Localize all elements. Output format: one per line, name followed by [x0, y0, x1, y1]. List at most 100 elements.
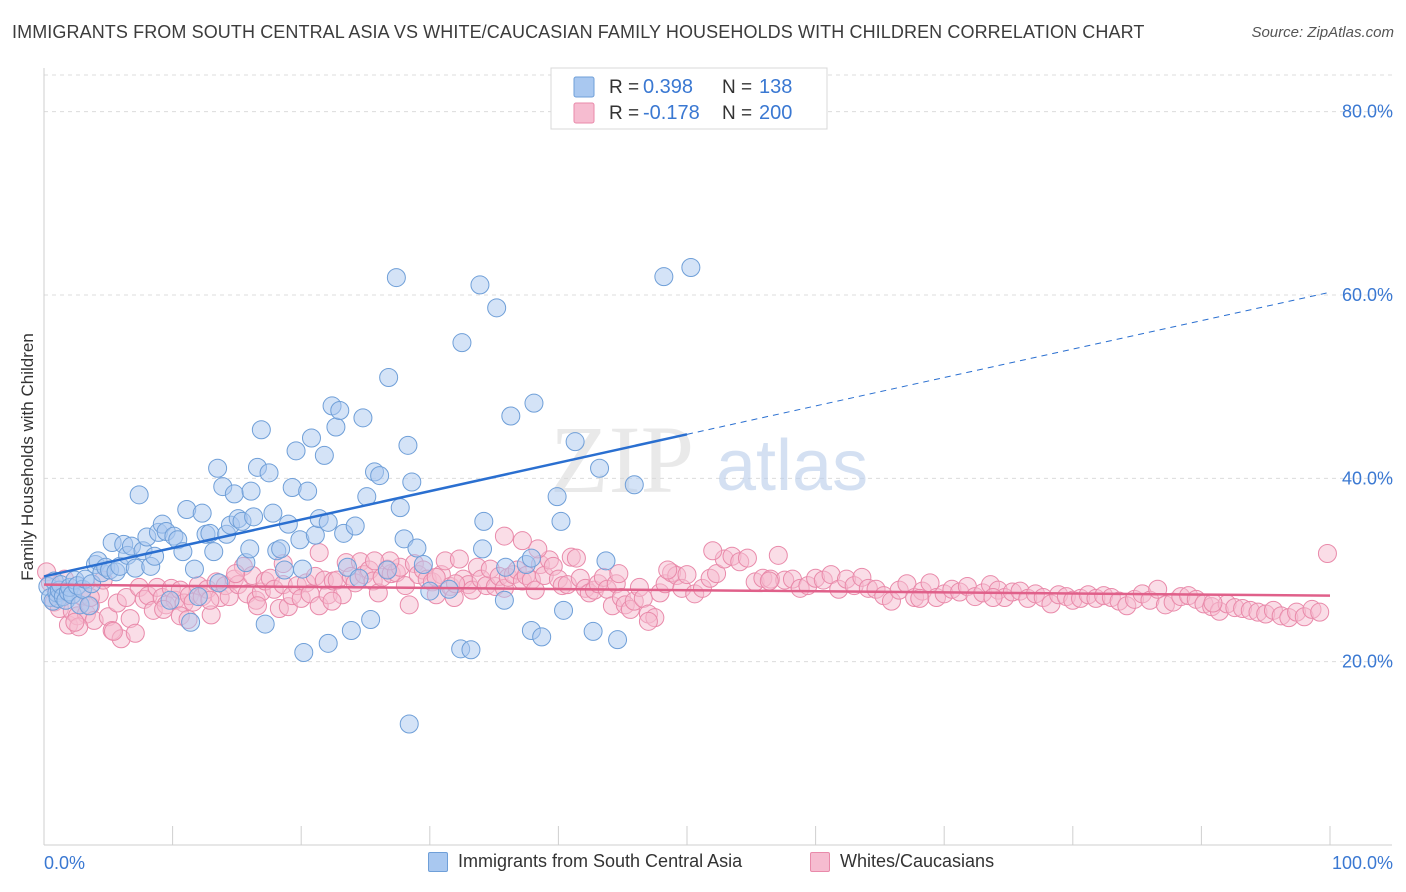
data-point-whites	[1310, 602, 1330, 622]
data-point-immigrants	[370, 466, 390, 486]
legend-frame	[550, 67, 828, 130]
data-point-immigrants	[379, 368, 399, 387]
data-point-immigrants	[271, 539, 291, 559]
data-point-immigrants	[473, 539, 493, 559]
data-point-immigrants	[496, 557, 516, 577]
data-point-immigrants	[298, 481, 318, 501]
trend-lines	[43, 291, 1331, 597]
data-point-immigrants	[398, 435, 418, 455]
legend-item-immigrants: Immigrants from South Central Asia	[428, 851, 742, 872]
data-point-immigrants	[318, 633, 338, 653]
data-point-immigrants	[452, 333, 472, 353]
data-point-immigrants	[274, 560, 294, 580]
legend-r-label: R =	[609, 77, 639, 98]
data-point-whites	[494, 526, 514, 546]
tick-labels: 20.0% 40.0% 60.0% 80.0% 0.0% 100.0%	[44, 102, 1393, 873]
trend-line-whites	[43, 583, 1331, 597]
data-point-immigrants	[521, 548, 541, 568]
data-point-immigrants	[259, 463, 279, 483]
data-point-whites	[703, 541, 723, 561]
data-point-immigrants	[590, 458, 610, 478]
data-point-immigrants	[413, 555, 433, 574]
data-point-immigrants	[624, 475, 644, 495]
bottom-legend: Immigrants from South Central Asia White…	[0, 851, 1406, 877]
axes	[43, 68, 1392, 846]
data-point-whites	[125, 623, 145, 643]
data-point-whites	[1203, 593, 1223, 613]
data-point-immigrants	[474, 511, 494, 531]
data-point-immigrants	[160, 590, 180, 610]
data-point-immigrants	[390, 498, 410, 518]
data-point-immigrants	[551, 511, 571, 531]
data-point-immigrants	[292, 559, 312, 579]
data-point-immigrants	[349, 568, 369, 588]
legend-label-whites: Whites/Caucasians	[840, 851, 995, 871]
data-point-immigrants	[583, 621, 603, 641]
y-tick-label: 60.0%	[1342, 285, 1393, 305]
legend-swatch	[573, 102, 595, 124]
data-point-whites	[449, 549, 469, 569]
legend-r-value: -0.178	[643, 102, 700, 124]
data-point-whites	[707, 564, 727, 584]
data-point-immigrants	[353, 408, 373, 428]
data-point-immigrants	[565, 432, 585, 452]
data-point-immigrants	[129, 485, 149, 505]
x-tick-label-max: 100.0%	[1332, 853, 1393, 873]
trend-line-immigrants-extension	[686, 291, 1331, 435]
data-point-immigrants	[181, 612, 201, 632]
data-point-whites	[103, 621, 123, 641]
data-point-whites	[759, 571, 779, 591]
legend-n-value: 200	[759, 102, 792, 124]
data-point-immigrants	[681, 258, 701, 277]
legend-r-label: R =	[609, 103, 639, 124]
legend-n-value: 138	[759, 76, 792, 98]
data-point-whites	[983, 588, 1003, 607]
data-point-immigrants	[494, 590, 514, 610]
data-point-immigrants	[394, 529, 414, 549]
watermark-atlas: atlas	[716, 426, 868, 506]
trend-line-immigrants	[43, 433, 688, 578]
data-point-immigrants	[345, 516, 365, 536]
data-point-immigrants	[608, 630, 628, 650]
data-point-immigrants	[314, 445, 334, 465]
data-point-whites	[658, 560, 678, 580]
data-point-immigrants	[532, 627, 552, 647]
data-point-immigrants	[177, 500, 197, 519]
data-point-immigrants	[263, 503, 283, 523]
data-point-immigrants	[286, 441, 306, 461]
y-tick-label: 80.0%	[1342, 102, 1393, 122]
data-point-immigrants	[470, 275, 490, 295]
data-point-immigrants	[330, 401, 350, 420]
data-point-immigrants	[407, 538, 427, 558]
legend-n-label: N =	[722, 77, 752, 98]
data-point-immigrants	[341, 621, 361, 640]
data-point-immigrants	[461, 640, 481, 660]
data-point-immigrants	[501, 406, 521, 426]
legend-swatch-pink	[810, 851, 830, 872]
legend-box: R = 0.398 N = 138 R = -0.178 N = 200	[550, 67, 828, 130]
data-point-immigrants	[204, 542, 224, 562]
data-point-whites	[65, 612, 85, 632]
data-point-immigrants	[255, 614, 275, 634]
data-point-immigrants	[188, 587, 208, 607]
data-point-whites	[677, 565, 697, 585]
data-point-immigrants	[402, 472, 422, 492]
data-point-immigrants	[487, 298, 507, 318]
data-point-immigrants	[361, 610, 381, 629]
legend-r-value: 0.398	[643, 76, 693, 98]
data-point-immigrants	[377, 560, 397, 580]
series-immigrants-points	[38, 258, 701, 734]
data-point-immigrants	[184, 559, 204, 579]
data-point-immigrants	[386, 268, 406, 288]
data-point-whites	[768, 545, 788, 565]
data-point-immigrants	[596, 551, 616, 571]
data-point-immigrants	[208, 458, 228, 478]
data-point-immigrants	[326, 417, 346, 437]
data-point-immigrants	[547, 487, 567, 507]
data-point-whites	[395, 576, 415, 596]
data-point-whites	[247, 596, 267, 616]
data-point-whites	[910, 588, 930, 608]
legend-swatch	[573, 76, 595, 98]
data-point-whites	[365, 551, 385, 571]
data-point-whites	[737, 548, 757, 568]
